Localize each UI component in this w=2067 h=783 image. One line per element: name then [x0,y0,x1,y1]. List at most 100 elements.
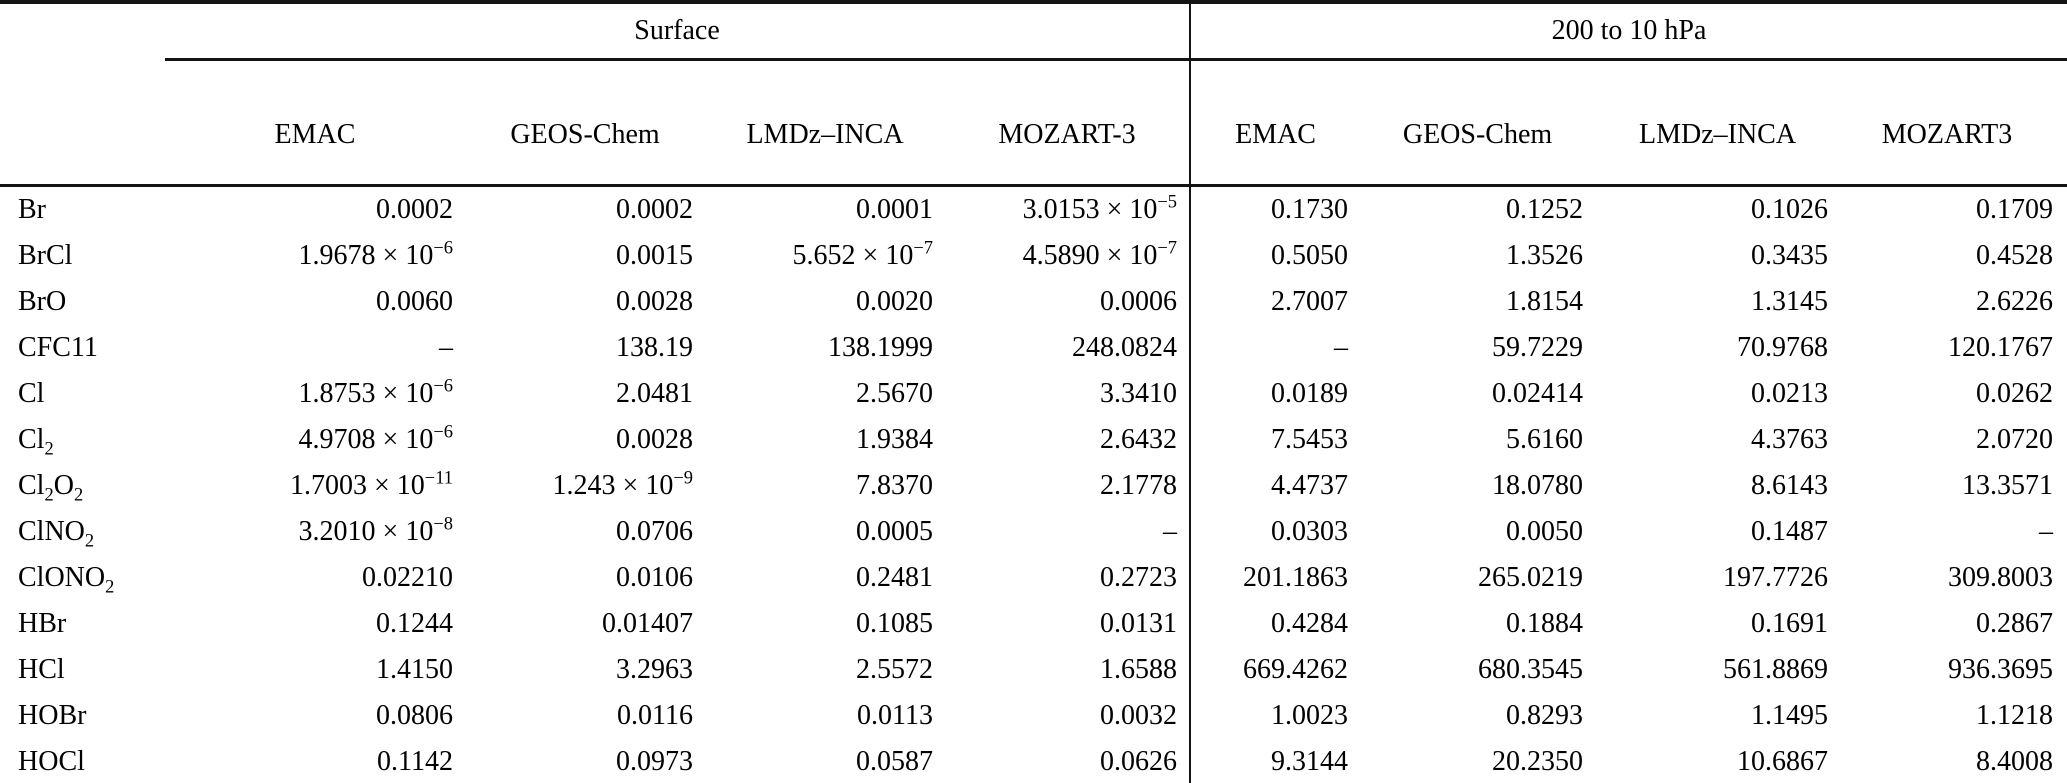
value-cell-stratosphere: 10.6867 [1737,746,1829,777]
value-cell-stratosphere: – [2039,516,2054,547]
value-cell-stratosphere: 0.1026 [1751,194,1829,225]
species-label: Cl [18,378,45,409]
value-cell-stratosphere: 20.2350 [1492,746,1584,777]
value-cell-stratosphere: 1.8154 [1506,286,1584,317]
model-header-row: EMAC GEOS-Chem LMDz–INCA MOZART-3 EMAC G… [0,59,2067,187]
value-cell-surface: 3.3410 [1100,378,1178,409]
table-row: HBr 0.1244 0.01407 0.1085 0.0131 0.4284 0.1884… [0,601,2067,647]
value-cell-surface: 0.1244 [376,608,453,639]
value-cell-stratosphere: 2.0720 [1976,424,2054,455]
species-label: Cl2 [18,424,54,459]
value-cell-surface: 0.0060 [376,286,453,317]
value-cell-stratosphere: 59.7229 [1492,332,1584,363]
value-cell-surface: 0.0028 [616,424,693,455]
value-cell-stratosphere: 936.3695 [1948,654,2054,685]
corner-cell [0,2,165,60]
value-cell-surface: 1.243 × 10−9 [552,467,693,501]
value-cell-stratosphere: 0.8293 [1506,700,1584,731]
value-cell-surface: 4.9708 × 10−6 [298,421,453,455]
value-cell-stratosphere: 669.4262 [1189,647,1361,693]
value-cell-surface: 138.19 [616,332,693,363]
value-cell-stratosphere: 1.3526 [1506,240,1584,271]
value-cell-surface: 0.02210 [362,562,453,593]
value-cell-stratosphere: 0.2867 [1976,608,2054,639]
value-cell-stratosphere: 561.8869 [1723,654,1829,685]
table-row: HOCl 0.1142 0.0973 0.0587 0.0626 9.3144 20.235… [0,739,2067,783]
col-header-surface-lmdzinca: LMDz–INCA [705,59,945,187]
species-label: HOBr [18,700,87,731]
col-header-strat-mozart3: MOZART3 [1840,59,2067,187]
value-cell-stratosphere: 0.0050 [1506,516,1584,547]
value-cell-stratosphere: 1.3145 [1751,286,1829,317]
value-cell-stratosphere: 8.6143 [1751,470,1829,501]
value-cell-stratosphere: 680.3545 [1478,654,1584,685]
value-cell-surface: 1.7003 × 10−11 [290,467,453,501]
table-row: Br 0.0002 0.0002 0.0001 3.0153 × 10−5 0.1730 0… [0,185,2067,233]
group-header-surface: Surface [165,2,1191,61]
species-label: Br [18,194,46,225]
value-cell-stratosphere: 7.5453 [1189,417,1361,463]
col-header-strat-lmdzinca: LMDz–INCA [1595,59,1841,187]
species-label: HCl [18,654,65,685]
col-header-strat-geoschem: GEOS-Chem [1360,59,1596,187]
value-cell-stratosphere: 1.1495 [1751,700,1829,731]
value-cell-surface: 3.2010 × 10−8 [298,513,453,547]
value-cell-stratosphere: 201.1863 [1189,555,1361,601]
value-cell-surface: 0.2723 [1100,562,1178,593]
value-cell-surface: 0.0028 [616,286,693,317]
value-cell-surface: 2.6432 [1100,424,1178,455]
value-cell-surface: 0.1142 [377,746,453,777]
col-header-surface-geoschem: GEOS-Chem [465,59,705,187]
value-cell-surface: 0.0001 [856,194,933,225]
value-cell-stratosphere: 0.4528 [1976,240,2054,271]
value-cell-stratosphere: 0.1730 [1189,185,1361,233]
species-label: CFC11 [18,332,98,363]
value-cell-stratosphere: 2.6226 [1976,286,2054,317]
value-cell-surface: 0.0113 [857,700,933,731]
species-label: Cl2O2 [18,470,84,505]
value-cell-surface: 0.0002 [376,194,453,225]
value-cell-surface: 0.0706 [616,516,693,547]
value-cell-stratosphere: 197.7726 [1723,562,1829,593]
value-cell-stratosphere: 8.4008 [1976,746,2054,777]
value-cell-surface: 0.0002 [616,194,693,225]
table-row: Cl2 4.9708 × 10−6 0.0028 1.9384 2.6432 7.5453… [0,417,2067,463]
value-cell-surface: 3.0153 × 10−5 [1022,191,1178,225]
value-cell-surface: 0.0020 [856,286,933,317]
value-cell-stratosphere: 0.02414 [1492,378,1584,409]
value-cell-stratosphere: 0.0303 [1189,509,1361,555]
table-row: BrCl 1.9678 × 10−6 0.0015 5.652 × 10−7 4.589… [0,233,2067,279]
value-cell-surface: 2.5670 [856,378,933,409]
species-label: ClNO2 [18,516,95,551]
value-cell-surface: 138.1999 [828,332,933,363]
value-cell-stratosphere: 0.0189 [1189,371,1361,417]
table-row: HCl 1.4150 3.2963 2.5572 1.6588 669.4262 680.3… [0,647,2067,693]
value-cell-stratosphere: 4.3763 [1751,424,1829,455]
value-cell-surface: – [1163,516,1178,547]
value-cell-stratosphere: 9.3144 [1189,739,1361,783]
value-cell-surface: 5.652 × 10−7 [792,237,933,271]
table-row: CFC11–138.19 138.1999 248.0824–59.7229 70.9… [0,325,2067,371]
value-cell-surface: 2.0481 [616,378,693,409]
value-cell-stratosphere: 13.3571 [1962,470,2054,501]
table-row: BrO 0.0060 0.0028 0.0020 0.0006 2.7007 1.8154 1… [0,279,2067,325]
table-row: HOBr 0.0806 0.0116 0.0113 0.0032 1.0023 0.8293… [0,693,2067,739]
value-cell-stratosphere: 5.6160 [1506,424,1584,455]
group-header-row: Surface 200 to 10 hPa [0,2,2067,61]
value-cell-stratosphere: 0.1709 [1976,194,2054,225]
table-row: ClNO2 3.2010 × 10−8 0.0706 0.0005–0.0303 0.0… [0,509,2067,555]
value-cell-surface: 7.8370 [856,470,933,501]
value-cell-surface: 1.4150 [376,654,453,685]
value-cell-surface: 0.0587 [856,746,933,777]
value-cell-stratosphere: 1.1218 [1976,700,2054,731]
value-cell-stratosphere: 0.3435 [1751,240,1829,271]
value-cell-stratosphere: 4.4737 [1189,463,1361,509]
value-cell-surface: 0.1085 [856,608,933,639]
col-header-strat-emac: EMAC [1189,59,1361,187]
value-cell-surface: 1.8753 × 10−6 [298,375,453,409]
value-cell-stratosphere: 0.1884 [1506,608,1584,639]
species-label: ClONO2 [18,562,115,597]
species-column-header [0,59,165,187]
